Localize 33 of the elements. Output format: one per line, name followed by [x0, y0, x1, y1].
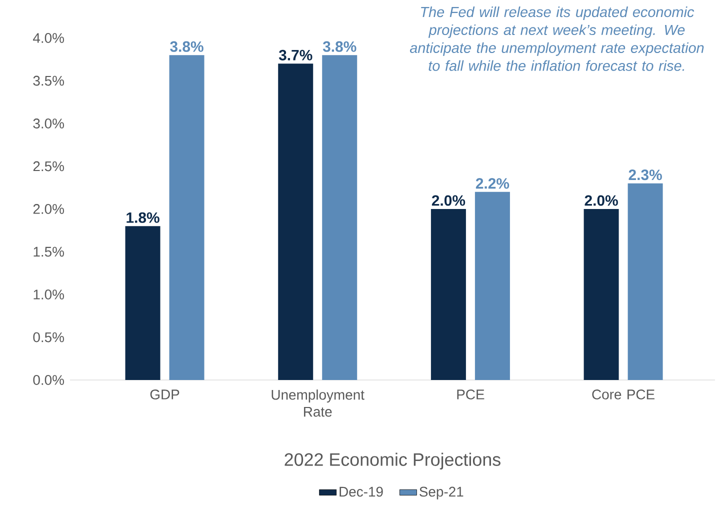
y-tick-label: 0.5%	[33, 332, 64, 342]
bar	[322, 55, 358, 380]
text: 2022 Economic Projections	[284, 452, 500, 470]
bar	[628, 183, 663, 380]
data-label: 3.7%	[278, 50, 312, 60]
data-label: 2.2%	[476, 178, 510, 189]
annotation: The Fed will release its updated economic projections at next week’s meeting. We anticipate the unemployment rate expectation to fall while the inflation forecast to rise.	[410, 6, 704, 71]
legend-label: Sep-21	[420, 486, 464, 500]
data-label: 2.0%	[432, 195, 466, 206]
data-label: 2.3%	[628, 170, 662, 180]
legend-label: Dec-19	[340, 486, 383, 497]
bar	[584, 209, 619, 380]
x-tick-label: Unemployment Rate	[272, 390, 364, 417]
y-tick-label: 3.5%	[33, 76, 64, 86]
y-tick-label: 2.0%	[33, 204, 64, 214]
y-tick-label: 1.5%	[34, 246, 64, 257]
x-tick-label: Core PCE	[592, 390, 654, 400]
bar	[474, 192, 510, 380]
y-tick-label: 4.0%	[33, 33, 64, 43]
data-label: 1.8%	[126, 212, 160, 223]
data-label: 3.8%	[322, 41, 356, 52]
x-tick-label: PCE	[457, 390, 484, 400]
bar	[430, 209, 466, 380]
y-tick-label: 0.0%	[33, 375, 64, 385]
data-label: 2.0%	[584, 195, 618, 206]
y-tick-label: 3.0%	[33, 118, 64, 128]
y-tick-label: 2.5%	[33, 161, 64, 172]
bar	[169, 55, 204, 380]
x-tick-label: GDP	[150, 390, 180, 400]
y-tick-label: 1.0%	[34, 290, 64, 300]
bar	[125, 226, 160, 380]
bar	[278, 64, 314, 380]
data-label: 3.8%	[170, 41, 204, 52]
